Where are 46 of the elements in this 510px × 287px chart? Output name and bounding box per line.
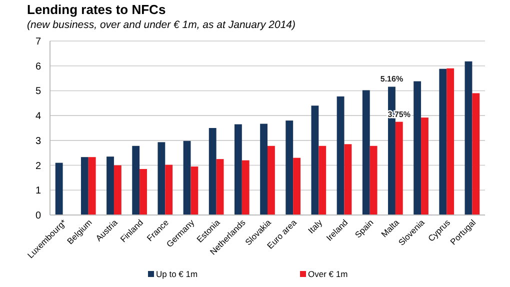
- y-tick-label: 1: [35, 186, 42, 197]
- bar: [190, 166, 198, 215]
- bar: [362, 90, 370, 215]
- bar: [336, 96, 344, 215]
- bar: [464, 61, 472, 215]
- bar: [311, 106, 319, 215]
- y-tick-label: 7: [35, 36, 42, 48]
- y-tick-label: 0: [35, 210, 42, 222]
- bar: [395, 122, 403, 215]
- bar: [208, 128, 216, 215]
- bar: [234, 124, 242, 215]
- bar: [421, 118, 428, 215]
- bar: [439, 68, 447, 215]
- y-tick-label: 2: [35, 160, 42, 172]
- bar: [318, 146, 326, 215]
- bar: [55, 162, 63, 215]
- bar: [293, 158, 301, 215]
- bar: [216, 159, 224, 215]
- bar: [472, 93, 480, 215]
- x-tick-label: Italy: [306, 216, 325, 236]
- bar: [114, 165, 122, 215]
- legend-label: Over € 1m: [308, 269, 348, 279]
- data-label: 5.16%: [380, 74, 404, 84]
- y-tick-label: 3: [35, 136, 42, 147]
- bar: [286, 120, 294, 215]
- bar: [106, 156, 114, 215]
- chart-subtitle: (new business, over and under € 1m, as at January 2014): [27, 19, 296, 31]
- bar: [165, 164, 173, 215]
- bar: [268, 146, 275, 215]
- bar: [344, 144, 352, 215]
- y-tick-label: 4: [35, 111, 42, 122]
- bar: [242, 160, 250, 215]
- y-tick-label: 5: [35, 86, 42, 98]
- y-tick-label: 6: [35, 61, 42, 72]
- bar: [370, 146, 378, 215]
- bar: [414, 81, 422, 215]
- bar: [88, 157, 96, 215]
- chart-title: Lending rates to NFCs: [27, 2, 166, 17]
- bar: [132, 146, 140, 215]
- bar: [158, 142, 166, 215]
- legend-label: Up to € 1m: [156, 269, 198, 279]
- bar: [140, 169, 147, 215]
- bar: [446, 68, 454, 215]
- bar: [80, 157, 88, 215]
- bar: [260, 124, 268, 215]
- bar: [183, 140, 191, 215]
